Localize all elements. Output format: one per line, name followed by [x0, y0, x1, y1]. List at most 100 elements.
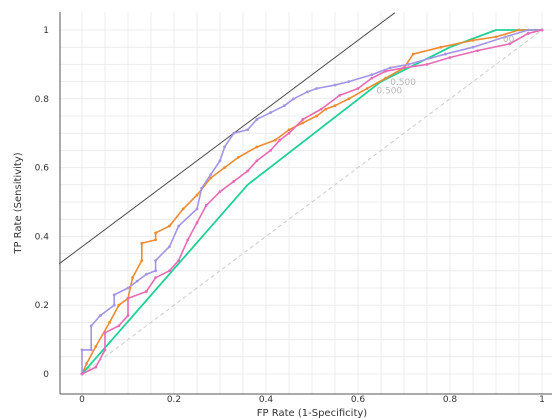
diagonal-line: [81, 29, 543, 375]
roc-point: [89, 324, 93, 328]
axis-layer: [59, 12, 552, 395]
roc-point: [402, 66, 406, 70]
roc-point: [108, 321, 111, 324]
roc-point: [181, 207, 185, 211]
roc-point: [232, 131, 236, 135]
roc-point: [204, 204, 208, 207]
roc-point: [315, 114, 318, 118]
roc-point: [448, 56, 452, 59]
roc-point: [246, 169, 250, 173]
roc-point: [365, 87, 369, 90]
roc-point: [232, 179, 236, 183]
roc-point: [503, 35, 507, 39]
roc-point: [209, 173, 213, 176]
roc-point: [338, 93, 341, 97]
roc-point: [273, 138, 277, 142]
roc-point: [154, 238, 158, 242]
roc-point: [384, 76, 387, 80]
roc-point: [347, 80, 351, 83]
roc-point: [411, 52, 415, 56]
roc-point: [287, 131, 291, 135]
roc-point: [471, 38, 475, 42]
roc-point: [333, 104, 337, 108]
roc-point: [154, 276, 158, 280]
roc-point: [218, 159, 222, 163]
roc-point: [168, 224, 171, 228]
roc-point: [145, 272, 148, 276]
x-axis-label: FP Rate (1-Specificity): [257, 408, 367, 419]
roc-point: [80, 348, 84, 352]
roc-point: [126, 286, 130, 290]
roc-point: [444, 52, 447, 56]
roc-point: [301, 118, 305, 121]
y-tick-label: 0.6: [35, 164, 50, 174]
roc-point: [117, 324, 121, 328]
roc-point: [195, 221, 199, 225]
roc-point: [333, 83, 337, 87]
series-layer: [80, 28, 544, 376]
roc-point: [85, 362, 88, 366]
roc-point: [269, 111, 272, 114]
tick-layer: 0 0.2 0.4 0.6 0.8 1 0 0.2 0.4 0.6 0.8 1: [35, 26, 545, 405]
x-tick-label: 0.6: [351, 395, 366, 405]
x-tick-label: 0.8: [443, 395, 458, 405]
threshold-label: 00: [503, 35, 515, 45]
roc-point: [292, 97, 295, 101]
x-tick-label: 0.4: [259, 395, 274, 405]
roc-point: [237, 155, 240, 159]
roc-point: [177, 224, 181, 228]
roc-curve-1: [81, 29, 542, 375]
roc-point: [347, 97, 351, 101]
roc-point: [425, 63, 429, 66]
roc-curve-4: [81, 29, 543, 375]
roc-point: [145, 290, 148, 293]
roc-point: [471, 45, 475, 49]
roc-point: [94, 345, 98, 348]
y-tick-label: 0.4: [35, 232, 50, 242]
roc-curve-2: [81, 29, 542, 375]
roc-point: [287, 128, 291, 132]
roc-point: [135, 279, 139, 283]
roc-point: [140, 241, 144, 245]
roc-point: [126, 314, 130, 317]
roc-point: [154, 231, 158, 235]
roc-point: [319, 107, 323, 111]
roc-point: [195, 193, 199, 197]
roc-point: [388, 66, 392, 70]
roc-point: [370, 73, 374, 77]
roc-point: [126, 296, 130, 300]
roc-point: [407, 63, 410, 66]
roc-point: [223, 145, 227, 149]
roc-point: [255, 145, 259, 149]
x-tick-label: 0: [79, 395, 85, 405]
y-tick-label: 0.8: [35, 95, 50, 105]
roc-point: [476, 49, 479, 53]
roc-point: [103, 348, 107, 352]
roc-point: [370, 76, 374, 80]
roc-point: [526, 32, 530, 35]
roc-point: [177, 259, 181, 262]
x-tick-label: 1: [539, 395, 545, 405]
roc-point: [540, 28, 544, 32]
roc-point: [246, 128, 250, 132]
roc-point: [218, 190, 222, 194]
roc-point: [103, 331, 107, 335]
roc-point: [283, 104, 286, 108]
roc-point: [200, 186, 204, 190]
iso-performance-line: [58, 12, 396, 265]
roc-point: [517, 28, 521, 32]
roc-point: [356, 87, 360, 90]
roc-point: [131, 276, 135, 280]
roc-point: [508, 42, 512, 46]
roc-point: [315, 87, 318, 90]
roc-point: [186, 238, 190, 242]
iso-layer: [58, 12, 396, 265]
roc-point: [99, 314, 102, 317]
x-tick-label: 0.2: [167, 395, 181, 405]
diagonal-layer: [81, 29, 543, 375]
y-tick-label: 1: [43, 26, 49, 36]
roc-point: [301, 121, 305, 125]
y-axis-label: TP Rate (Sensitivity): [13, 152, 24, 254]
